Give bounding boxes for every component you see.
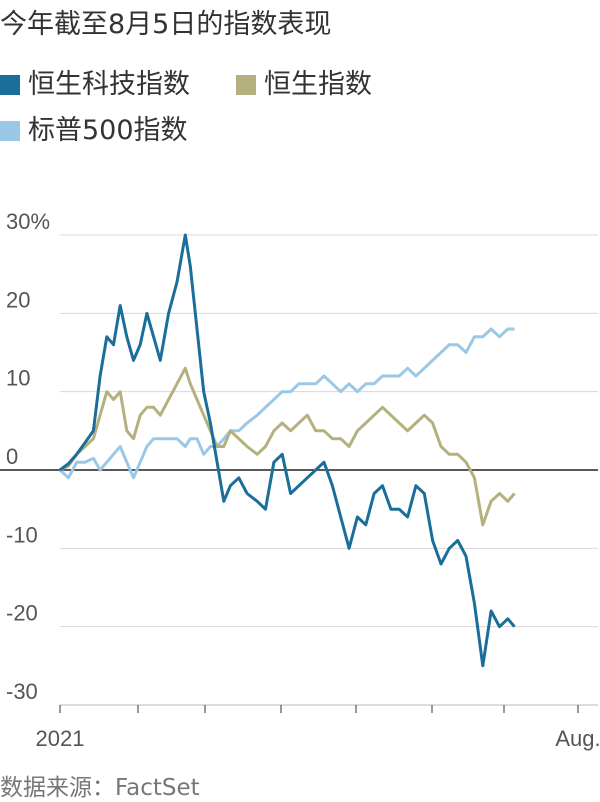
legend-item-hstech: 恒生科技指数: [0, 62, 190, 101]
legend-item-sp500: 标普500指数: [0, 108, 188, 147]
x-tick-label: 2021: [36, 726, 85, 751]
y-tick-label: -30: [6, 679, 38, 704]
y-axis-ticks: 30% 20 10 0 -10 -20 -30: [6, 209, 50, 704]
series-line-2: [58, 327, 515, 480]
y-tick-label: -10: [6, 522, 38, 547]
legend-label-hstech: 恒生科技指数: [28, 69, 190, 100]
legend-swatch-hstech: [0, 75, 20, 95]
y-tick-label: -20: [6, 601, 38, 626]
chart-title: 今年截至8月5日的指数表现: [0, 9, 332, 40]
legend-label-sp500: 标普500指数: [28, 115, 188, 146]
x-axis: 2021 Aug.: [36, 704, 600, 751]
series-lines: [58, 233, 516, 668]
x-tick-label: Aug.: [555, 726, 600, 751]
series-line-0: [59, 233, 516, 668]
y-tick-label: 10: [6, 366, 30, 391]
legend-item-hsi: 恒生指数: [236, 62, 372, 101]
legend-label-hsi: 恒生指数: [264, 69, 372, 100]
y-tick-label: 30%: [6, 209, 50, 234]
legend-swatch-sp500: [0, 121, 20, 141]
gridlines: [0, 234, 598, 706]
series-line-1: [59, 366, 516, 527]
y-tick-label: 20: [6, 287, 30, 312]
y-tick-label: 0: [6, 444, 18, 469]
legend-swatch-hsi: [236, 75, 256, 95]
source-note: 数据来源：FactSet: [0, 775, 200, 801]
